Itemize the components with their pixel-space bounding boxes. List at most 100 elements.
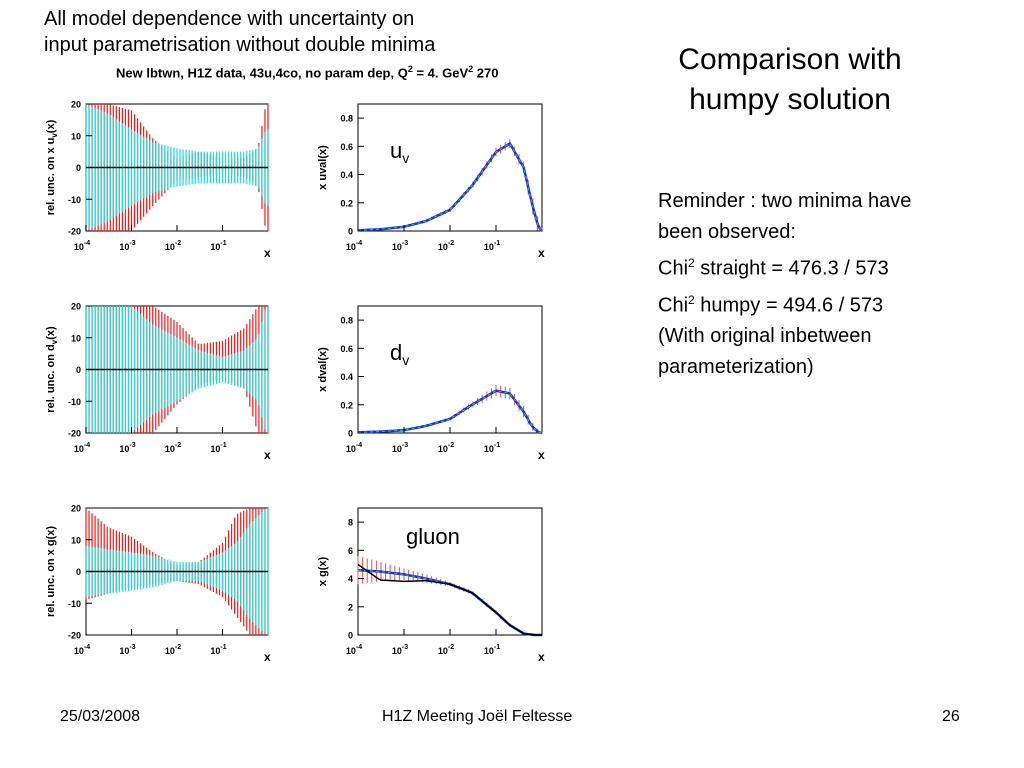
y-tick-label: 20 — [71, 100, 81, 110]
x-tick-exponent: -4 — [84, 442, 90, 449]
y-axis-label-main: rel. unc. on x u — [45, 138, 57, 216]
x-tick-base: 10 — [74, 646, 84, 656]
x-tick-base: 10 — [210, 646, 220, 656]
x-tick-exponent: -3 — [129, 644, 135, 651]
y-tick-label: 0 — [348, 429, 353, 439]
y-axis-label: rel. unc. on x uv(x) — [45, 119, 59, 215]
x-tick-exponent: -4 — [84, 240, 90, 247]
x-tick-label: 10-4 — [346, 240, 362, 252]
chi-label: Chi — [658, 257, 689, 280]
humpy-curve — [357, 563, 542, 636]
x-tick-exponent: -4 — [356, 644, 362, 651]
x-tick-base: 10 — [438, 444, 448, 454]
y-tick-label: 2 — [348, 602, 353, 612]
x-tick-base: 10 — [210, 242, 220, 252]
footer-page-number: 26 — [942, 708, 960, 725]
y-tick-label: 8 — [348, 518, 353, 528]
x-tick-label: 10-1 — [210, 644, 226, 656]
x-axis-label: x — [538, 246, 545, 260]
x-axis-label: x — [264, 246, 271, 260]
comparison-title: Comparison with humpy solution — [640, 40, 940, 120]
x-tick-exponent: -4 — [356, 240, 362, 247]
reminder-line-2: been observed: — [658, 221, 796, 243]
x-tick-label: 10-3 — [392, 442, 408, 454]
y-axis-label: x dval(x) — [317, 347, 329, 392]
x-tick-base: 10 — [74, 242, 84, 252]
x-tick-exponent: -1 — [220, 442, 226, 449]
slide-header: All model dependence with uncertainty on… — [44, 6, 564, 58]
x-tick-exponent: -3 — [402, 442, 408, 449]
x-tick-label: 10-4 — [346, 442, 362, 454]
original-line-1: (With original inbetween — [658, 325, 872, 348]
y-axis-label-main: x g(x) — [317, 556, 329, 586]
y-tick-label: -10 — [68, 397, 81, 407]
x-tick-label: 10-3 — [119, 240, 135, 252]
x-tick-exponent: -3 — [129, 240, 135, 247]
y-tick-label: 10 — [71, 333, 81, 343]
x-tick-exponent: -2 — [175, 240, 181, 247]
figure-title: New lbtwn, H1Z data, 43u,4co, no param d… — [116, 64, 498, 80]
y-axis-label: x uval(x) — [317, 145, 329, 190]
panel-label: gluon — [406, 524, 460, 549]
y-tick-label: 20 — [71, 302, 81, 312]
x-tick-label: 10-1 — [210, 442, 226, 454]
x-axis-label: x — [264, 448, 271, 462]
y-tick-label: 4 — [348, 574, 353, 584]
x-tick-exponent: -1 — [220, 644, 226, 651]
panel-label: dv — [390, 340, 409, 368]
y-tick-label: 0 — [348, 631, 353, 641]
x-tick-label: 10-1 — [484, 442, 500, 454]
y-tick-label: -10 — [68, 599, 81, 609]
y-tick-label: 0.4 — [340, 372, 353, 382]
x-tick-label: 10-1 — [210, 240, 226, 252]
alt-curve — [357, 390, 543, 434]
y-tick-label: 0.6 — [340, 344, 353, 354]
chi-sup: 2 — [688, 256, 695, 270]
x-tick-exponent: -1 — [220, 240, 226, 247]
panel-label: uv — [390, 138, 409, 166]
x-tick-base: 10 — [392, 444, 402, 454]
x-tick-base: 10 — [346, 242, 356, 252]
comparison-title-line-2: humpy solution — [689, 83, 891, 116]
y-tick-label: 0 — [348, 227, 353, 237]
x-tick-base: 10 — [210, 444, 220, 454]
x-tick-label: 10-3 — [392, 240, 408, 252]
x-tick-base: 10 — [165, 646, 175, 656]
x-tick-exponent: -1 — [494, 240, 500, 247]
x-tick-base: 10 — [119, 444, 129, 454]
y-axis-label-main: x uval(x) — [317, 145, 329, 190]
y-tick-label: -10 — [68, 195, 81, 205]
y-axis-label-tail: (x) — [45, 119, 57, 133]
x-tick-label: 10-2 — [165, 240, 181, 252]
y-tick-label: 0.2 — [340, 400, 353, 410]
x-tick-base: 10 — [392, 646, 402, 656]
x-tick-label: 10-4 — [346, 644, 362, 656]
y-axis-label-main: rel. unc. on x g(x) — [45, 526, 57, 617]
y-tick-label: 0 — [76, 567, 81, 577]
x-tick-base: 10 — [165, 242, 175, 252]
x-tick-base: 10 — [165, 444, 175, 454]
y-tick-label: 6 — [348, 546, 353, 556]
x-tick-exponent: -3 — [129, 442, 135, 449]
y-tick-label: 0.8 — [340, 316, 353, 326]
x-axis-label: x — [538, 448, 545, 462]
chi2-humpy-value: humpy = 494.6 / 573 — [694, 294, 884, 317]
y-tick-label: 0.2 — [340, 198, 353, 208]
chi2-straight-line: Chi2 straight = 476.3 / 573 — [658, 248, 1018, 285]
y-tick-label: 0.4 — [340, 170, 353, 180]
x-tick-exponent: -2 — [175, 644, 181, 651]
x-axis-label: x — [264, 650, 271, 664]
x-tick-exponent: -2 — [448, 442, 454, 449]
footer-meeting: H1Z Meeting Joël Feltesse — [382, 708, 573, 725]
figure-title-sup-1: 2 — [407, 64, 413, 74]
panel-label-sub: v — [402, 352, 409, 368]
x-tick-base: 10 — [119, 242, 129, 252]
header-line-1: All model dependence with uncertainty on — [44, 8, 415, 30]
y-tick-label: -20 — [68, 429, 81, 439]
x-tick-label: 10-1 — [484, 644, 500, 656]
x-tick-label: 10-4 — [74, 442, 90, 454]
